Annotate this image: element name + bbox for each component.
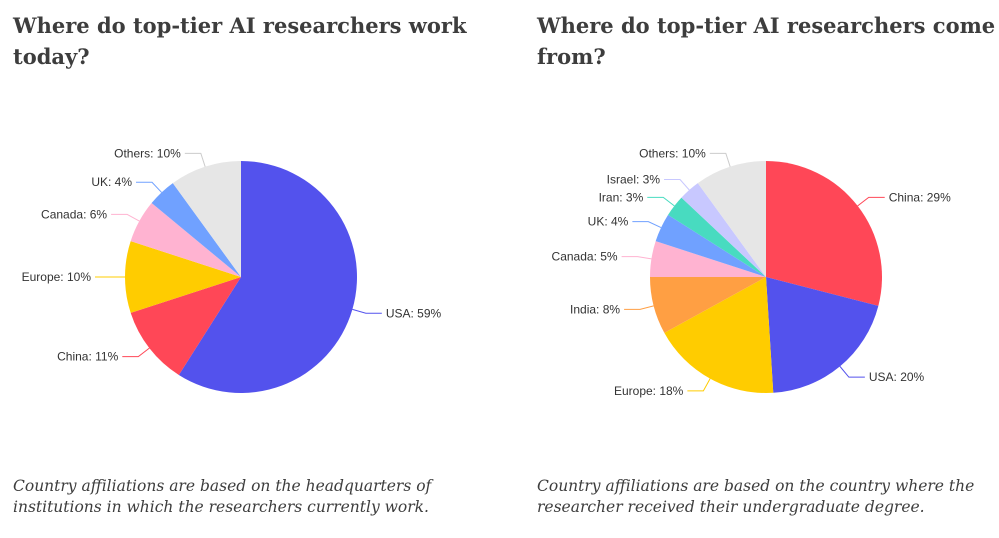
pie-slice [668, 197, 766, 277]
pie-chart-work: USA: 59% China: 11% Europe: 10% Canada: 6% U… [22, 146, 442, 393]
slice-label: Canada: 5% [552, 250, 618, 264]
pie-slice [172, 161, 241, 277]
pie-slice [130, 277, 241, 375]
slice-label: USA: 20% [869, 370, 925, 384]
chart-caption: Country affiliations are based on the co… [537, 477, 975, 516]
pie-chart-origin: China: 29% USA: 20% Europe: 18% India: 8% Ca… [552, 146, 952, 398]
leader-line [709, 152, 731, 167]
pie-slice [151, 183, 241, 277]
slice-label: USA: 59% [386, 306, 442, 320]
pie-slice [664, 277, 774, 393]
leader-line [111, 213, 140, 222]
pie-slice [650, 277, 766, 333]
slice-label: Others: 10% [639, 146, 706, 160]
leader-line [136, 181, 162, 193]
leader-line [122, 347, 150, 358]
slice-label: Israel: 3% [607, 172, 661, 186]
chart-title: Where do top-tier AI researchers come fr… [537, 13, 996, 69]
pie-slice [178, 161, 357, 393]
pie-slice [766, 277, 879, 393]
slice-label: Iran: 3% [599, 190, 644, 204]
pie-slice [766, 161, 882, 306]
pie-slice [130, 203, 241, 277]
slice-label: Others: 10% [114, 146, 181, 160]
chart-caption: Country affiliations are based on the he… [13, 477, 432, 516]
pie-slice [655, 214, 766, 277]
slice-label: UK: 4% [91, 175, 132, 189]
pie-slice [124, 241, 241, 313]
leader-line [184, 152, 206, 167]
leader-line [352, 308, 382, 314]
chart-panel-work: Where do top-tier AI researchers work to… [0, 0, 490, 538]
slice-label: Europe: 10% [22, 270, 92, 284]
slice-label: China: 11% [57, 350, 118, 364]
leader-line [647, 196, 675, 207]
slice-label: Canada: 6% [41, 207, 107, 221]
leader-line [687, 378, 711, 392]
pie-slice [681, 183, 766, 277]
slice-label: UK: 4% [588, 215, 629, 229]
leader-line [632, 221, 662, 229]
slice-label: Europe: 18% [614, 384, 684, 398]
leader-line [624, 305, 654, 310]
chart-panel-origin: Where do top-tier AI researchers come fr… [524, 0, 999, 538]
pie-slice [697, 161, 766, 277]
leader-line [857, 196, 885, 207]
slice-label: India: 8% [570, 302, 620, 316]
chart-title: Where do top-tier AI researchers work to… [13, 13, 467, 69]
leader-line [621, 256, 652, 260]
leader-line [664, 178, 690, 191]
pie-slice [650, 241, 766, 277]
leader-line [839, 366, 865, 378]
slice-label: China: 29% [889, 190, 951, 204]
